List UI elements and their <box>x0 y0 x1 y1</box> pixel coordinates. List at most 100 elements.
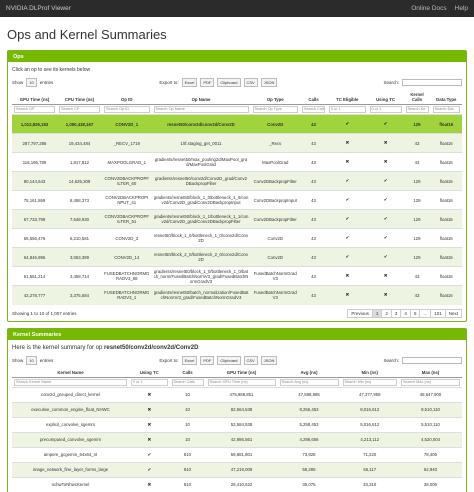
page-length[interactable]: 10 <box>26 355 37 365</box>
filter-input[interactable]: Search Avg (ns) <box>279 378 339 386</box>
table-row[interactable]: explicit_convolve_sgemm ✖ 10 52,584,538 5,25… <box>12 416 462 432</box>
column-header[interactable]: Max (ns) <box>399 367 462 378</box>
column-header[interactable]: Using TC <box>129 367 170 378</box>
column-header[interactable]: Data Type <box>430 90 462 105</box>
table-row[interactable]: precomputed_convolve_sgemm ✖ 10 42,986,561 4… <box>12 431 462 447</box>
filter-input[interactable]: Search Kernel Name <box>14 378 127 386</box>
data-table: Kernel Name Using TC Calls GPU Time (ns) Avg… <box>12 367 462 492</box>
column-header[interactable]: Kernel Name <box>12 367 129 378</box>
table-cell: gradients/resnet50/batch_normalization/F… <box>151 285 251 305</box>
filter-cell: 0 or 1 <box>327 104 368 115</box>
column-header[interactable]: CPU Time (ns) <box>57 90 102 105</box>
table-cell: ✖ <box>327 152 368 172</box>
column-header[interactable]: Using TC <box>367 90 404 105</box>
table-row[interactable]: image_network_fine_layer_forms_large ✔ 810… <box>12 461 462 477</box>
table-row[interactable]: 75,161,869 8,458,373 CONV2DBACKPROPINPUT_4… <box>12 190 462 210</box>
export-button[interactable]: PDF <box>200 355 215 365</box>
export-button[interactable]: Excel <box>181 78 198 87</box>
page-length[interactable]: 10 <box>26 78 37 87</box>
cell-text: gradients/resnet50/block_1_0/bottleneck_… <box>153 195 249 205</box>
cell-text: 3,375,584 <box>69 292 90 298</box>
filter-input[interactable]: Search GPU Time (ns) <box>207 378 276 386</box>
table-cell: ✖ <box>129 431 170 447</box>
table-cell: CONV2DBACKPROPFILTER_60 <box>102 171 152 191</box>
filter-input[interactable]: Search Op Name <box>153 106 249 113</box>
table-cell: ✔ <box>129 446 170 462</box>
nav-link[interactable]: Online Docs <box>411 5 447 12</box>
column-header[interactable]: Calls <box>300 90 327 105</box>
table-row[interactable]: 67,733,799 7,648,930 CONV2DBACKPROPFILTER_… <box>12 209 462 229</box>
filter-cell: Search Ke <box>403 104 431 115</box>
column-header[interactable]: Kernel Calls <box>403 90 431 105</box>
export-button[interactable]: CSV <box>243 78 258 87</box>
cell-text: ✔ <box>345 178 350 183</box>
cell-text: ✔ <box>383 216 388 221</box>
column-header[interactable]: GPU Time (ns) <box>205 367 278 378</box>
filter-input[interactable]: 0 or 1 <box>329 106 366 113</box>
column-header[interactable]: Min (ns) <box>340 367 399 378</box>
table-row[interactable]: 61,561,214 3,458,714 FUSEDBATCHNORMGRADV3_… <box>12 266 462 286</box>
cell-text: 19,434,484 <box>68 140 91 146</box>
cell-text: ✔ <box>147 466 152 472</box>
filter-input[interactable]: Search Dat <box>432 106 460 113</box>
column-header[interactable]: Avg (ns) <box>277 367 341 378</box>
page-button[interactable]: Next <box>444 308 462 318</box>
export-button[interactable]: JSON <box>260 355 278 365</box>
column-header[interactable]: TC Eligible <box>327 90 368 105</box>
column-header[interactable]: Op Name <box>151 90 251 105</box>
cell-text: float16 <box>439 292 453 298</box>
table-cell: CONV2D_14 <box>102 247 152 267</box>
filter-input[interactable]: Search GP <box>14 106 55 113</box>
export-button[interactable]: Clipboard <box>217 78 241 87</box>
table-row[interactable]: 287,797,286 19,434,484 _RECV_1719 1/tf.stag… <box>12 133 462 153</box>
column-header[interactable]: GPU Time (ns) <box>12 90 57 105</box>
cell-text: CONV2D_14 <box>114 254 140 260</box>
filter-input[interactable]: Search Calls <box>302 106 325 113</box>
table-row[interactable]: 1,012,826,183 1,050,438,167 CONV2D_1 resnet… <box>12 114 462 134</box>
filter-input[interactable]: Search Op ID <box>104 106 150 113</box>
table-row[interactable]: nchwToNhwcKernel ✖ 810 28,410,622 35,075 33,3… <box>12 476 462 492</box>
search-box[interactable] <box>402 356 463 364</box>
filter-input[interactable]: 0 or 1 <box>369 106 402 113</box>
table-row[interactable]: 116,196,789 1,817,812 MAXPOOLGRAD_1 gradien… <box>12 152 462 172</box>
cell-text: _RECV_1719 <box>113 140 140 146</box>
column-header[interactable]: Calls <box>169 367 206 378</box>
table-cell: 129 <box>403 114 431 134</box>
export-button[interactable]: Clipboard <box>217 355 241 365</box>
column-header[interactable]: Op Type <box>250 90 300 105</box>
filter-input[interactable]: Search Ke <box>405 106 429 113</box>
column-header[interactable]: Op ID <box>102 90 152 105</box>
show-label: Show <box>12 357 24 363</box>
export-button[interactable]: Excel <box>181 355 198 365</box>
table-cell: ✖ <box>327 266 368 286</box>
cell-text: conv2d_grouped_direct_kernel <box>40 392 100 397</box>
filter-input[interactable]: Search Min (ns) <box>342 378 397 386</box>
table-cell: 62,940 <box>399 461 462 477</box>
page-button[interactable]: 101 <box>430 308 446 318</box>
cell-text: 5,016,612 <box>360 422 380 427</box>
export-button[interactable]: PDF <box>200 78 215 87</box>
table-row[interactable]: 80,144,643 14,625,309 CONV2DBACKPROPFILTER… <box>12 171 462 191</box>
table-row[interactable]: ampere_gcgemm_64x64_nt ✔ 810 59,881,801 73,9… <box>12 446 462 462</box>
table-row[interactable]: 65,556,476 6,210,581 CONV2D_3 resnet50/bloc… <box>12 228 462 248</box>
table-cell: resnet50/block_2_0/bottleneck_2_0/conv2d… <box>151 247 251 267</box>
filter-input[interactable]: 0 or 1 <box>131 378 168 386</box>
cell-text: 129 <box>413 254 421 260</box>
table-row[interactable]: 42,278,777 3,375,584 FUSEDBATCHNORMGRADV3_… <box>12 285 462 305</box>
nav-link[interactable]: Help <box>454 5 468 12</box>
table-row[interactable]: conv2d_grouped_direct_kernel ✖ 10 475,988,8… <box>12 386 462 402</box>
export-button[interactable]: CSV <box>243 355 258 365</box>
filter-input[interactable]: Search Calls <box>171 378 204 386</box>
cell-text: 8,510,110 <box>421 407 440 412</box>
cell-text: Conv2D <box>267 254 284 260</box>
table-row[interactable]: executive_common_engine_float_NHWC ✖ 10 82,… <box>12 401 462 417</box>
table-cell: ✖ <box>129 401 170 417</box>
filter-input[interactable]: Search CP <box>59 106 100 113</box>
table-row[interactable]: 64,846,896 3,063,389 CONV2D_14 resnet50/blo… <box>12 247 462 267</box>
filter-input[interactable]: Search Max (ns) <box>401 378 460 386</box>
search-box[interactable] <box>402 79 463 86</box>
filter-input[interactable]: Search Op Type <box>252 106 298 113</box>
export-button[interactable]: JSON <box>260 78 278 87</box>
cell-text: 10 <box>185 407 190 412</box>
page-button[interactable]: Previous <box>347 308 373 318</box>
